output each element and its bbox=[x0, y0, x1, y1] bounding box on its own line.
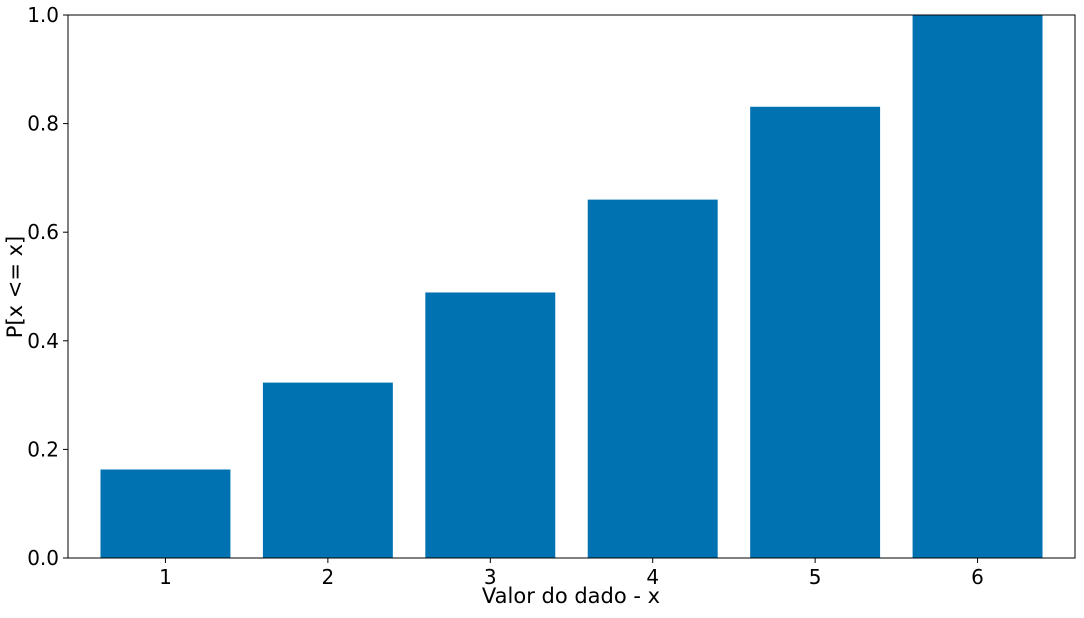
y-tick-label-0: 0.0 bbox=[27, 546, 59, 570]
y-tick-label-1: 0.2 bbox=[27, 437, 59, 461]
x-tick-label-4: 4 bbox=[646, 565, 659, 589]
y-tick-label-5: 1.0 bbox=[27, 3, 59, 27]
y-tick-label-3: 0.6 bbox=[27, 220, 59, 244]
x-tick-label-6: 6 bbox=[971, 565, 984, 589]
plot-frame bbox=[67, 14, 1076, 559]
y-tick-label-2: 0.4 bbox=[27, 329, 59, 353]
bar-5 bbox=[750, 106, 881, 558]
bar-6 bbox=[912, 15, 1043, 558]
bar-4 bbox=[587, 199, 718, 558]
bar-2 bbox=[262, 382, 393, 558]
y-axis-label: P[x <= x] bbox=[3, 236, 27, 338]
axis-ticks: 1 2 3 4 5 6 0.0 0.2 0.4 0.6 0.8 1.0 bbox=[27, 3, 984, 589]
bar-1 bbox=[100, 469, 231, 558]
x-tick-label-5: 5 bbox=[809, 565, 822, 589]
bar-3 bbox=[425, 292, 556, 558]
x-tick-label-3: 3 bbox=[484, 565, 497, 589]
bars bbox=[100, 15, 1043, 558]
y-tick-label-4: 0.8 bbox=[27, 112, 59, 136]
x-tick-label-2: 2 bbox=[322, 565, 335, 589]
x-axis-label: Valor do dado - x bbox=[482, 584, 660, 608]
x-tick-label-1: 1 bbox=[159, 565, 172, 589]
